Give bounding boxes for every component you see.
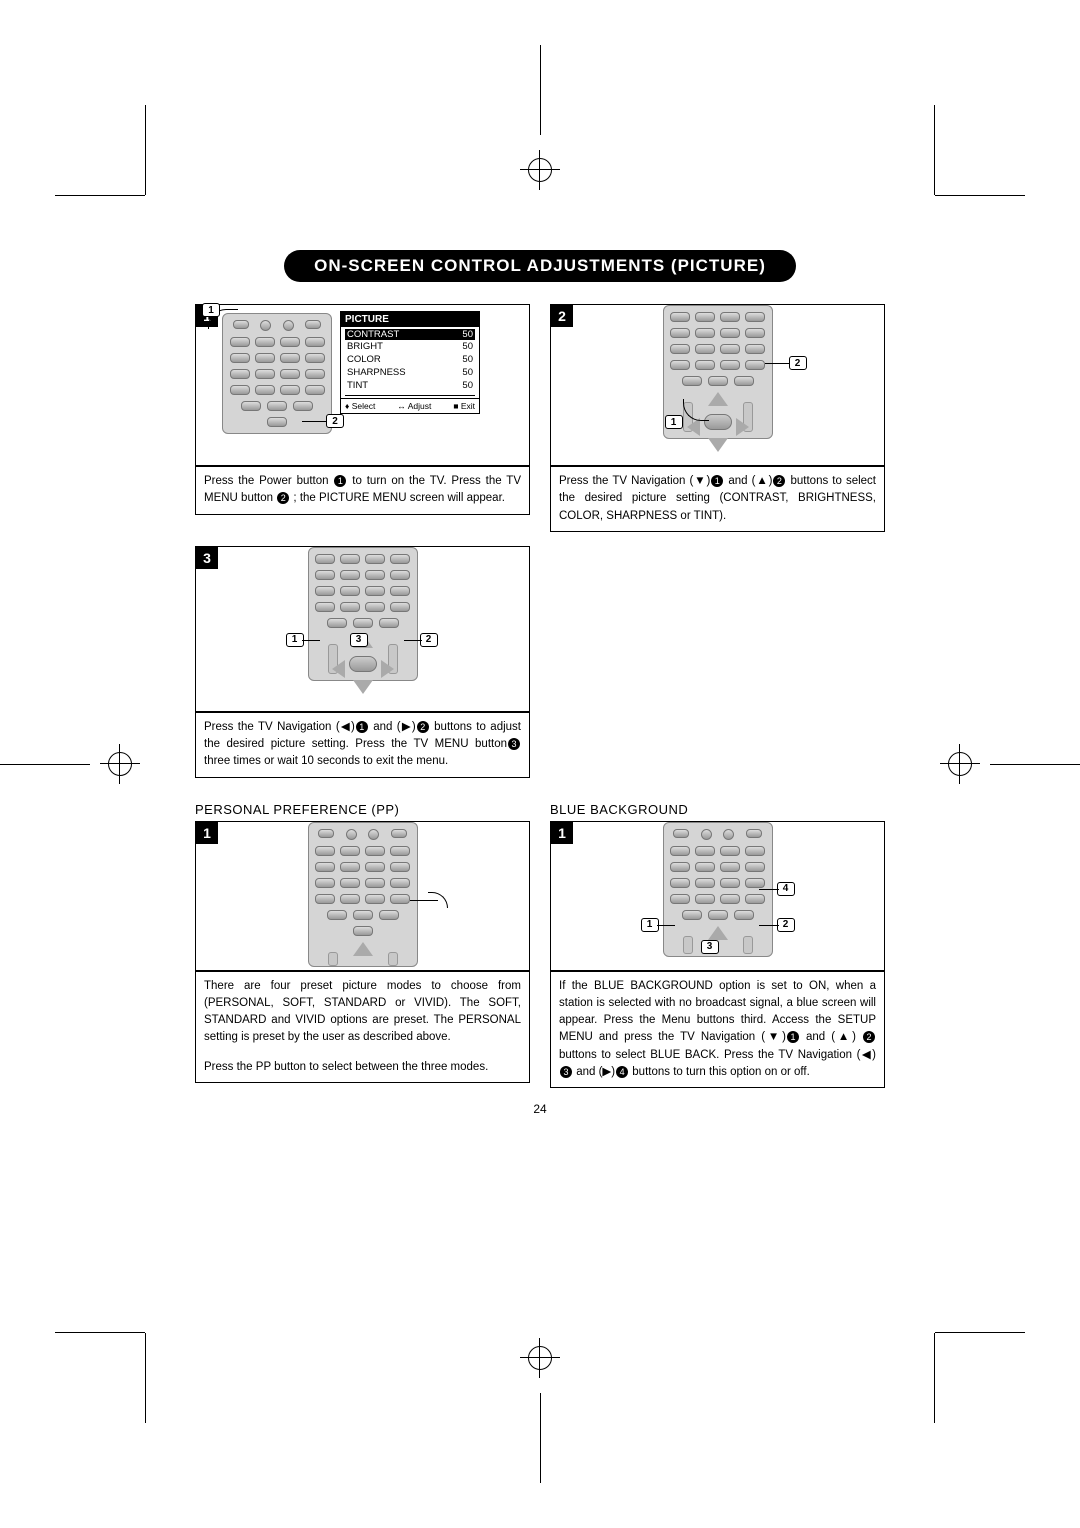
blue-caption: If the BLUE BACKGROUND option is set to … [550,971,885,1089]
step-1: 1 1 [195,304,530,532]
pp-heading: PERSONAL PREFERENCE (PP) [195,802,530,817]
crop-mark [55,195,145,196]
step-badge: 2 [551,305,573,327]
callout-leader [428,892,448,908]
step-badge: 3 [196,547,218,569]
register-mark [100,744,140,784]
callout-2: 2 [420,633,438,647]
step-badge: 1 [551,822,573,844]
register-mark [520,1338,560,1378]
crop-mark [935,195,1025,196]
step-1-caption: Press the Power button 1 to turn on the … [195,466,530,515]
crop-mark [540,1393,541,1483]
register-mark [520,150,560,190]
step-3: 3 [195,546,530,778]
callout-4: 4 [777,882,795,896]
blue-background-section: BLUE BACKGROUND 1 [550,778,885,1089]
callout-2: 2 [326,414,344,428]
page-content: ON-SCREEN CONTROL ADJUSTMENTS (PICTURE) … [195,250,885,1116]
crop-mark [934,1333,935,1423]
step-3-caption: Press the TV Navigation (◀)1 and (▶)2 bu… [195,712,530,778]
crop-mark [145,105,146,195]
callout-leader [404,640,422,641]
page-number: 24 [195,1102,885,1116]
crop-mark [145,1333,146,1423]
osd-header: PICTURE [341,312,479,327]
crop-mark [935,1332,1025,1333]
step-badge: 1 [196,822,218,844]
step-2-caption: Press the TV Navigation (▼)1 and (▲)2 bu… [550,466,885,532]
callout-1: 1 [665,415,683,429]
crop-mark [934,105,935,195]
callout-leader [657,925,675,926]
remote-illustration [308,547,418,681]
blue-heading: BLUE BACKGROUND [550,802,885,817]
register-mark [940,744,980,784]
crop-mark [990,764,1080,765]
crop-mark [540,45,541,135]
personal-preference-section: PERSONAL PREFERENCE (PP) 1 [195,778,530,1089]
callout-3: 3 [350,633,368,647]
crop-mark [0,764,90,765]
remote-illustration [222,313,332,434]
callout-leader [759,889,779,890]
page-title: ON-SCREEN CONTROL ADJUSTMENTS (PICTURE) [284,250,796,282]
remote-illustration [308,822,418,967]
callout-2: 2 [777,918,795,932]
callout-leader [759,925,779,926]
callout-2: 2 [789,356,807,370]
step-2: 2 [550,304,885,532]
callout-1: 1 [202,303,220,317]
pp-caption: There are four preset picture modes to c… [195,971,530,1083]
crop-mark [55,1332,145,1333]
callout-3: 3 [701,940,719,954]
osd-picture-menu: PICTURE CONTRAST50 BRIGHT50 COLOR50 SHAR… [340,311,480,414]
remote-illustration [663,822,773,957]
callout-leader [302,640,320,641]
